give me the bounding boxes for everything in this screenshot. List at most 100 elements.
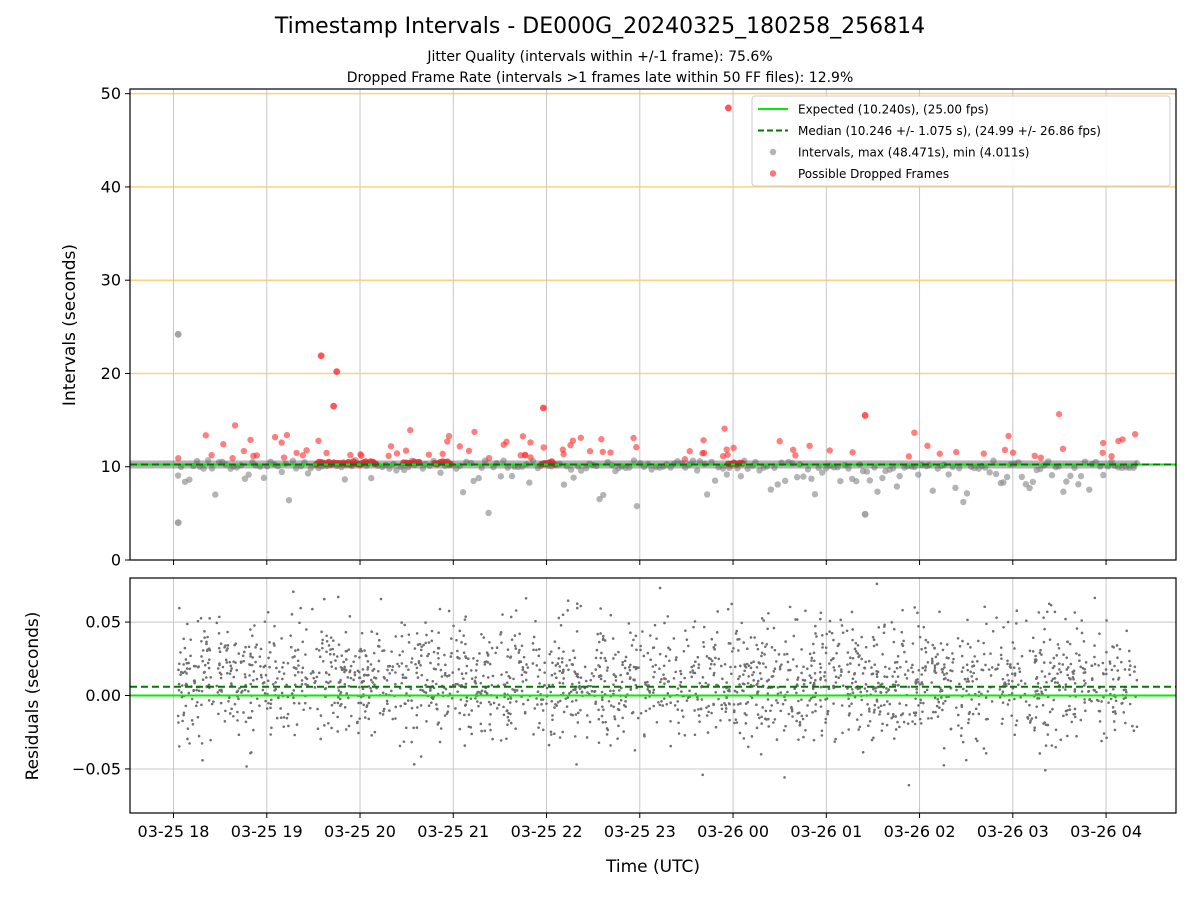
interval-point [767, 486, 775, 493]
residual-point [838, 664, 841, 668]
residual-point [344, 728, 348, 731]
residual-point [415, 666, 419, 670]
residual-point [804, 609, 807, 613]
legend-entry-intervals-label: Intervals, max (48.471s), min (4.011s) [798, 146, 1029, 160]
residual-point [743, 712, 747, 715]
residual-point [289, 645, 293, 649]
residual-point [265, 707, 269, 710]
residual-point [714, 690, 718, 694]
residual-point [285, 683, 288, 687]
residual-point [1037, 697, 1041, 700]
residual-point [971, 712, 975, 716]
residual-point [841, 731, 844, 735]
residual-point [550, 673, 554, 677]
residual-point [714, 725, 718, 729]
residual-point [452, 624, 455, 628]
residual-point [614, 653, 617, 656]
dropped-frame-point [271, 433, 279, 441]
residual-point [907, 685, 911, 689]
residual-point [259, 647, 263, 651]
residual-point [297, 702, 301, 705]
residual-point [662, 677, 666, 680]
residual-point [726, 607, 730, 611]
residual-point [506, 723, 509, 726]
residual-point [668, 659, 671, 663]
residual-point [683, 676, 686, 680]
interval-point [963, 490, 971, 497]
residual-point [348, 670, 351, 674]
residual-point [1090, 699, 1093, 703]
residual-point [234, 661, 237, 664]
residual-point [1033, 729, 1036, 732]
residual-point [1128, 702, 1132, 706]
residual-point [808, 674, 812, 677]
residual-point [958, 682, 961, 686]
residual-point [854, 641, 858, 645]
residual-point [701, 773, 704, 777]
dropped-frame-point [719, 452, 727, 460]
residual-point [772, 721, 775, 724]
residual-point [559, 624, 563, 627]
residual-point [860, 635, 863, 639]
residual-point [848, 704, 851, 708]
residual-point [176, 714, 180, 718]
residual-point [696, 698, 699, 701]
residual-point [190, 719, 194, 722]
residual-point [663, 621, 666, 625]
residual-point [200, 689, 204, 693]
interval-point [1071, 464, 1078, 471]
residual-point [197, 734, 201, 738]
residual-point [679, 672, 683, 676]
residual-point [724, 707, 728, 710]
residual-point [292, 701, 296, 705]
residual-point [933, 646, 936, 650]
residual-point [786, 660, 790, 664]
residual-point [427, 652, 430, 656]
residual-point [311, 670, 315, 673]
residual-point [505, 681, 509, 685]
residual-point [514, 727, 517, 730]
residual-point [689, 670, 692, 674]
residual-point [536, 703, 539, 706]
residual-point [933, 696, 937, 700]
residual-point [500, 673, 503, 676]
residual-point [228, 696, 231, 700]
residual-point [1080, 690, 1084, 693]
residual-point [827, 687, 831, 691]
residual-point [362, 703, 366, 707]
residual-point [419, 704, 423, 707]
residual-point [300, 679, 304, 682]
residual-point [704, 681, 708, 685]
residual-point [677, 732, 681, 735]
residual-point [809, 676, 813, 680]
residual-point [324, 671, 328, 674]
residual-point [617, 724, 620, 728]
residual-point [934, 671, 938, 675]
residual-point [779, 709, 782, 713]
residual-point [179, 651, 182, 654]
residual-point [267, 656, 270, 660]
residual-point [719, 719, 722, 722]
residual-point [215, 621, 219, 625]
residual-point [674, 670, 678, 674]
dropped-frame-point [425, 451, 433, 458]
residual-point [571, 663, 575, 667]
residual-point [1105, 672, 1108, 676]
residual-point [343, 665, 346, 669]
residual-point [359, 701, 363, 705]
residual-point [942, 763, 946, 767]
residual-point [755, 643, 758, 647]
x-tick-label: 03-26 04 [1070, 822, 1142, 841]
residual-point [1100, 739, 1103, 743]
residual-point [894, 728, 898, 731]
residual-point [863, 666, 866, 670]
residual-point [1028, 649, 1032, 653]
residual-point [712, 646, 716, 649]
residual-point [522, 702, 525, 706]
residual-point [624, 700, 627, 703]
residual-point [1102, 696, 1105, 699]
interval-point [863, 468, 871, 475]
residual-point [292, 689, 296, 692]
residual-point [330, 726, 333, 730]
residual-point [386, 668, 389, 672]
